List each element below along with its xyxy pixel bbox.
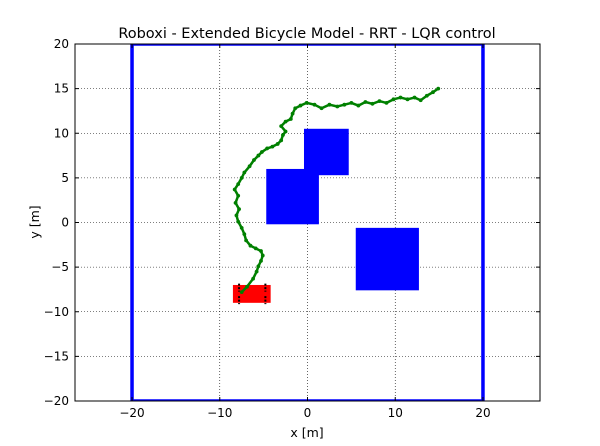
x-tick-label: −20: [119, 406, 144, 420]
trajectory-point: [335, 104, 340, 109]
trajectory-point: [363, 100, 368, 104]
y-tick-label: 15: [54, 82, 69, 96]
trajectory-point: [418, 98, 423, 103]
trajectory-point: [256, 153, 261, 158]
trajectory-point: [252, 158, 256, 162]
x-axis-label: x [m]: [290, 425, 323, 440]
trajectory-point: [370, 101, 375, 106]
trajectory-point: [436, 86, 441, 91]
trajectory-point: [233, 200, 238, 205]
trajectory-point: [327, 102, 332, 107]
y-tick-label: −15: [44, 349, 69, 363]
trajectory-point: [270, 144, 275, 149]
trajectory-point: [242, 170, 247, 175]
y-axis-label: y [m]: [27, 205, 42, 238]
trajectory-point: [377, 99, 382, 104]
trajectory-point: [283, 119, 288, 124]
trajectory-point: [356, 103, 361, 108]
x-tick-label: −10: [207, 406, 232, 420]
trajectory-line: [233, 87, 440, 294]
x-tick-label: 10: [388, 406, 403, 420]
trajectory-point: [236, 219, 241, 224]
trajectory-point: [405, 97, 410, 102]
trajectory-point: [236, 193, 241, 198]
trajectory-point: [239, 175, 244, 180]
trajectory-point: [298, 103, 303, 108]
trajectory-point: [259, 150, 264, 154]
plot-content: [130, 44, 485, 401]
trajectory-point: [265, 146, 270, 151]
y-tick-label: 20: [54, 37, 69, 51]
trajectory-point: [279, 124, 284, 129]
x-tick-label: 0: [304, 406, 312, 420]
y-tick-label: −5: [51, 260, 69, 274]
trajectory-point: [412, 95, 417, 100]
trajectory-point: [239, 290, 244, 295]
trajectory-point: [247, 164, 252, 169]
y-tick-label: −10: [44, 305, 69, 319]
obstacle: [303, 128, 349, 176]
trajectory-point: [239, 225, 244, 230]
trajectory-point: [234, 213, 239, 218]
boundary-wall: [130, 44, 485, 401]
trajectory-point: [384, 101, 389, 105]
trajectory-point: [431, 90, 435, 95]
trajectory-point: [242, 232, 247, 237]
y-tick-label: −20: [44, 394, 69, 408]
trajectory-point: [312, 102, 317, 107]
chart-title: Roboxi - Extended Bicycle Model - RRT - …: [118, 26, 495, 42]
y-tick-label: 10: [54, 126, 69, 140]
vehicle-body: [232, 284, 271, 303]
trajectory-point: [259, 249, 263, 253]
trajectory-point: [349, 101, 354, 105]
trajectory-point: [254, 269, 259, 274]
axis-ticks: −20 −10 0 10 20 −20 −15 −10 −5 0 5 10 15 20: [44, 37, 540, 420]
trajectory-point: [232, 187, 237, 192]
obstacle: [355, 227, 419, 291]
trajectory-point: [251, 276, 256, 281]
trajectory-point: [237, 207, 241, 212]
trajectory-point: [260, 253, 265, 258]
trajectory-point: [288, 117, 293, 121]
trajectory-point: [259, 258, 263, 263]
obstacle: [266, 168, 319, 225]
trajectory-point: [342, 102, 347, 107]
trajectory-point: [275, 142, 280, 146]
trajectory-point: [279, 138, 284, 143]
trajectory-point: [245, 284, 249, 289]
trajectory-point: [319, 106, 324, 111]
trajectory-point: [290, 111, 295, 116]
trajectory-point: [248, 243, 253, 248]
trajectory-point: [398, 95, 403, 100]
x-tick-label: 20: [475, 406, 490, 420]
trajectory-point: [256, 264, 261, 269]
trajectory-point: [391, 97, 396, 102]
trajectory-point: [304, 101, 309, 105]
trajectory-point: [244, 238, 248, 243]
y-tick-label: 0: [61, 216, 69, 230]
y-tick-label: 5: [61, 171, 69, 185]
trajectory-point: [283, 129, 288, 134]
trajectory-point: [281, 133, 285, 137]
trajectory-point: [293, 106, 298, 111]
trajectory-point: [253, 246, 258, 251]
trajectory-point: [424, 93, 429, 98]
trajectory-point: [236, 182, 241, 187]
